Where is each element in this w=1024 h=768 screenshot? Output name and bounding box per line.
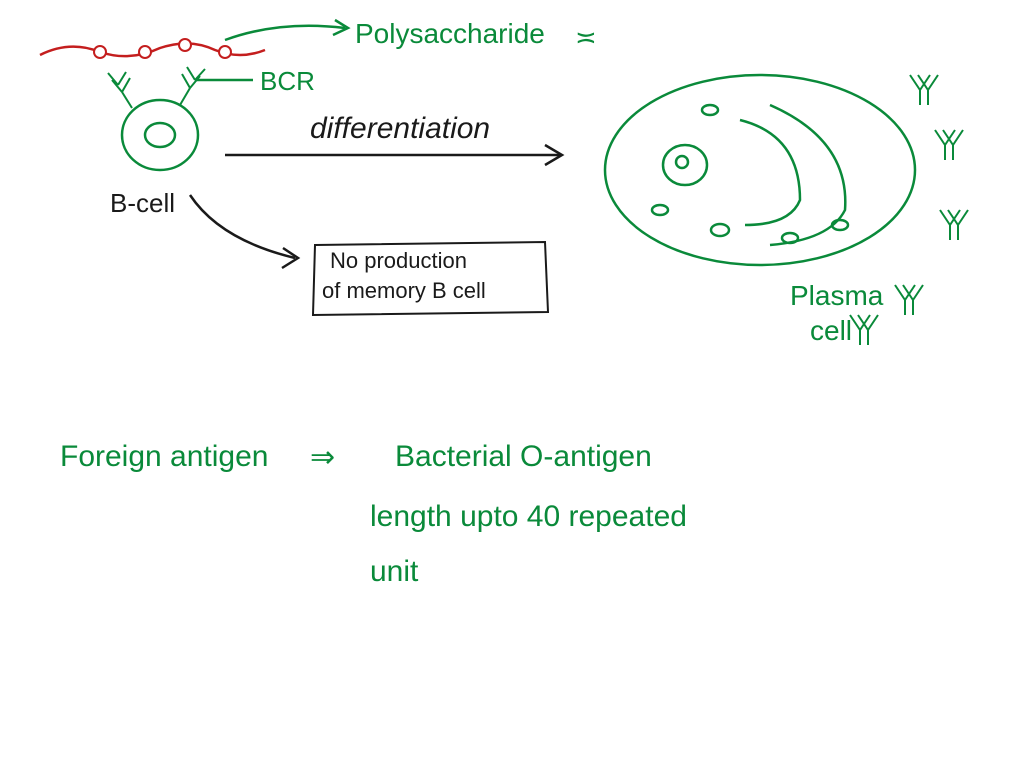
bcr-label: BCR <box>260 66 315 97</box>
bcell-label: B-cell <box>110 188 175 219</box>
plasma-label-2: cell <box>810 315 852 347</box>
arrow-to-polysaccharide <box>225 20 348 40</box>
differentiation-arrow <box>225 145 562 165</box>
bacterial-label: Bacterial O-antigen <box>395 440 652 474</box>
differentiation-label: differentiation <box>310 112 490 146</box>
diagram-canvas <box>0 0 1024 768</box>
arrow-symbol: ⇒ <box>310 440 335 475</box>
polysaccharide-marks: ≍ <box>575 22 597 53</box>
plasma-label-1: Plasma <box>790 280 883 312</box>
b-cell <box>108 67 205 170</box>
arrow-to-memory-box <box>190 195 298 268</box>
polysaccharide-label: Polysaccharide <box>355 18 545 50</box>
foreign-antigen-label: Foreign antigen <box>60 440 268 474</box>
no-memory-line1: No production <box>330 248 467 274</box>
length-line1: length upto 40 repeated <box>370 500 687 534</box>
plasma-cell <box>605 75 915 265</box>
no-memory-line2: of memory B cell <box>322 278 486 304</box>
length-line2: unit <box>370 555 418 589</box>
polysaccharide-chain <box>40 39 265 58</box>
